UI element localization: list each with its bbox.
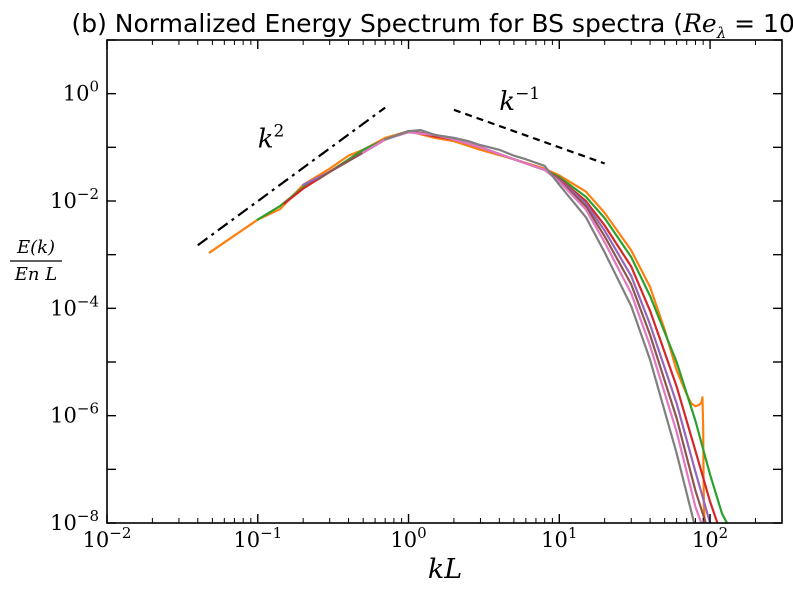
series-group [208,128,729,523]
series-green [256,130,729,523]
x-axis-label: kL [428,554,462,585]
series-brown [316,130,707,523]
y-tick-label: 10−2 [50,185,99,213]
plot-frame [106,39,783,524]
series-gray [384,128,696,523]
y-tick-label: 10−6 [50,400,99,428]
k-1-slope-reference-line [453,108,606,165]
x-tick-label: 100 [390,524,426,552]
k2-annotation: k2 [258,121,285,154]
k2-slope-reference-line [197,106,386,247]
k-1-annotation: k−1 [499,84,540,117]
x-tick-label: 10−1 [233,524,282,552]
svg-text:En L: En L [14,264,57,285]
x-tick-label: 101 [541,524,577,552]
chart-title: (b) Normalized Energy Spectrum for BS sp… [71,9,793,42]
series-orange [208,130,707,523]
series-red [283,130,719,523]
series-purple [302,130,712,523]
y-tick-label: 10−4 [50,292,99,320]
svg-text:E(k): E(k) [16,237,55,258]
x-tick-label: 10−2 [83,524,132,552]
plot-area: 10−2 10−1 100 101 102 100 10−2 10−4 10−6 10−8 k2 k−… [50,39,783,552]
y-tick-label: 10−8 [50,507,99,535]
y-axis-label: E(k) En L [10,237,62,285]
y-tick-label: 100 [63,78,99,106]
x-tick-label: 102 [692,524,728,552]
